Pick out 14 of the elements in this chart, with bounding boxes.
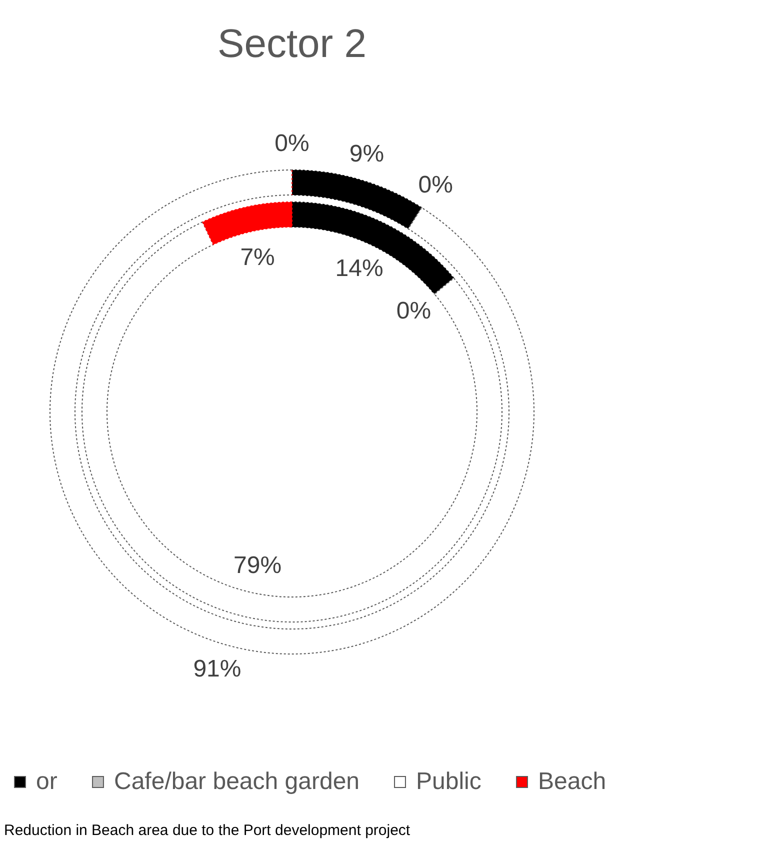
text: 0% <box>274 130 310 157</box>
data-label: 91% <box>193 655 242 682</box>
legend-label: Cafe/bar beach garden <box>114 768 360 795</box>
text: 0% <box>396 297 432 324</box>
data-label: 7% <box>240 244 275 271</box>
chart-title: Sector 2 <box>218 22 366 66</box>
legend-label: Beach <box>538 768 606 795</box>
data-label: 9% <box>349 140 384 168</box>
data-label: 79% <box>234 552 282 580</box>
data-label: 14% <box>335 255 384 282</box>
legend-label: or <box>36 768 58 795</box>
legend-label: Public <box>416 768 482 795</box>
text: Reduction in Beach area due to the Port development project <box>4 822 411 839</box>
text: 0% <box>418 172 453 199</box>
